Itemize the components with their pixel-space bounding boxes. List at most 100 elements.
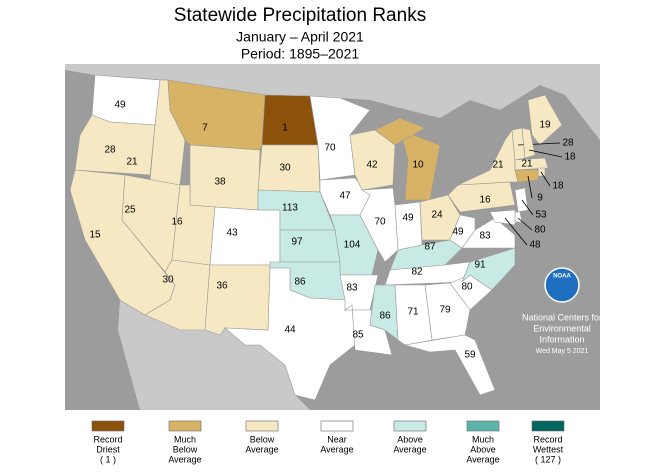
rank-label: 42 — [366, 160, 378, 171]
rank-label: 49 — [402, 213, 414, 224]
rank-label: 38 — [214, 177, 226, 188]
legend-label: Record — [93, 434, 122, 444]
leader-line — [527, 175, 533, 199]
rank-label: 21 — [126, 157, 138, 168]
legend-label: Below — [173, 444, 198, 454]
logo-text: NOAA — [553, 274, 571, 280]
legend-swatch — [320, 420, 354, 432]
leader-line — [528, 149, 563, 158]
state — [461, 247, 516, 291]
legend-label: ( 1 ) — [100, 454, 116, 464]
subtitle: January – April 2021 — [236, 29, 364, 45]
rank-label: 28 — [562, 138, 574, 149]
noaa-logo — [544, 267, 580, 303]
rank-label: 79 — [439, 305, 451, 316]
rank-label: 25 — [124, 205, 136, 216]
state — [537, 167, 546, 177]
legend-swatch — [245, 420, 279, 432]
rank-label: 36 — [216, 281, 228, 292]
legend-label: Average — [320, 444, 353, 454]
rank-label: 30 — [162, 275, 174, 286]
credit-line: Environmental — [533, 323, 591, 333]
leader-line — [517, 217, 533, 231]
state — [209, 206, 281, 266]
rank-label: 18 — [564, 152, 576, 163]
legend-label: Record — [533, 434, 562, 444]
rank-label: 70 — [374, 217, 386, 228]
legend-label: Below — [250, 434, 275, 444]
title: Statewide Precipitation Ranks — [174, 5, 426, 26]
state — [447, 181, 516, 213]
legend-label: ( 127 ) — [535, 454, 561, 464]
rank-label: 53 — [535, 210, 547, 221]
rank-label: 85 — [352, 330, 364, 341]
leader-line — [504, 217, 528, 246]
rank-label: 104 — [344, 240, 361, 251]
rank-label: 49 — [452, 227, 464, 238]
rank-label: 28 — [104, 145, 116, 156]
rank-label: 83 — [479, 231, 491, 242]
states: 4928152125738163043361301139786447047104… — [69, 74, 576, 401]
rank-label: 30 — [279, 163, 291, 174]
mexico — [118, 300, 310, 410]
legend-label: Near — [327, 434, 347, 444]
legend-label: Driest — [96, 444, 120, 454]
period: Period: 1895–2021 — [241, 46, 360, 62]
state — [204, 264, 271, 336]
rank-label: 21 — [492, 160, 504, 171]
legend-label: Average — [168, 454, 201, 464]
state — [404, 334, 496, 396]
credit-date: Wed May 5 2021 — [536, 348, 589, 355]
legend-swatch — [168, 420, 202, 432]
state — [514, 157, 549, 171]
state — [399, 129, 441, 201]
rank-label: 59 — [464, 350, 476, 361]
state — [261, 94, 319, 146]
leader-line — [540, 171, 551, 187]
rank-label: 47 — [339, 191, 351, 202]
rank-label: 24 — [431, 210, 443, 221]
legend-label: Much — [472, 434, 494, 444]
legend-swatch — [466, 420, 500, 432]
state — [424, 282, 471, 341]
legend-label: Average — [245, 444, 278, 454]
state — [514, 187, 529, 213]
rank-label: 1 — [282, 123, 288, 134]
rank-label: 83 — [346, 283, 358, 294]
state — [224, 267, 356, 401]
rank-label: 49 — [114, 100, 126, 111]
state — [514, 169, 539, 183]
state — [394, 201, 423, 251]
state — [74, 114, 156, 176]
leader-line — [521, 199, 534, 216]
state — [489, 209, 516, 226]
rank-label: 48 — [529, 240, 541, 251]
state — [369, 284, 399, 341]
rank-label: 113 — [282, 203, 298, 214]
rank-label: 87 — [424, 242, 436, 253]
rank-label: 10 — [412, 160, 424, 171]
credit-line: National Centers for — [522, 312, 602, 322]
rank-label: 16 — [171, 217, 183, 228]
rank-label: 80 — [534, 225, 546, 236]
rank-label: 97 — [291, 237, 303, 248]
rank-label: 9 — [537, 193, 543, 204]
rank-label: 7 — [202, 123, 208, 134]
legend-label: Above — [397, 434, 423, 444]
rank-label: 16 — [479, 195, 491, 206]
legend-label: Wettest — [533, 444, 564, 454]
state — [449, 214, 476, 249]
rank-label: 71 — [407, 307, 419, 318]
rank-label: 91 — [474, 260, 486, 271]
legend-label: Above — [470, 444, 496, 454]
rank-label: 18 — [552, 181, 564, 192]
legend-label: Average — [393, 444, 426, 454]
rank-label: 19 — [539, 120, 551, 131]
state — [374, 117, 426, 146]
state — [527, 94, 563, 146]
legend-swatch — [393, 420, 427, 432]
rank-label: 80 — [461, 282, 473, 293]
rank-label: 86 — [379, 311, 391, 322]
rank-label: 43 — [226, 228, 238, 239]
